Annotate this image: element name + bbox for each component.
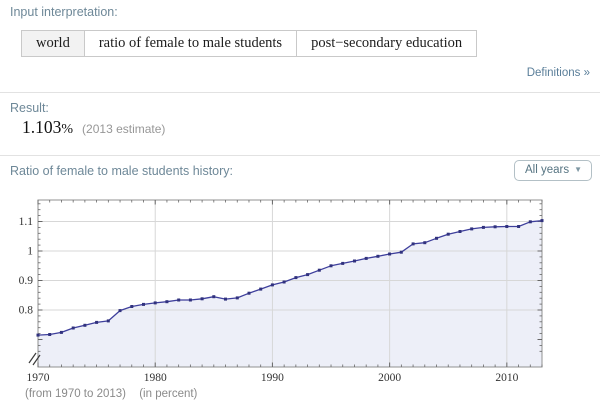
svg-text:1990: 1990 [261, 372, 284, 384]
interp-cell-post-secondary[interactable]: post−secondary education [296, 31, 476, 56]
chart-caption-unit: (in percent) [139, 388, 198, 400]
result-row: 1.103% (2013 estimate) [22, 117, 165, 138]
svg-text:2010: 2010 [495, 372, 518, 384]
all-years-dropdown-label: All years [524, 164, 570, 176]
history-title: Ratio of female to male students history… [10, 164, 234, 178]
interp-cell-world[interactable]: world [22, 31, 84, 56]
svg-text:0.8: 0.8 [19, 305, 34, 317]
chart-caption: (from 1970 to 2013) (in percent) [25, 388, 197, 400]
input-interpretation-box[interactable]: world ratio of female to male students p… [21, 30, 478, 57]
result-note: (2013 estimate) [82, 122, 166, 136]
chevron-down-icon: ▼ [574, 165, 582, 174]
svg-text:1: 1 [27, 246, 33, 258]
input-interpretation-title: Input interpretation: [10, 5, 118, 19]
chart-caption-range: (from 1970 to 2013) [25, 388, 127, 400]
result-value: 1.103 [22, 117, 62, 137]
result-title: Result: [10, 101, 49, 115]
svg-text:2000: 2000 [378, 372, 401, 384]
definitions-link[interactable]: Definitions » [526, 67, 590, 79]
svg-text:1970: 1970 [27, 372, 50, 384]
pod-divider-history [0, 155, 600, 156]
result-percent-sign: % [61, 122, 74, 137]
svg-text:1980: 1980 [144, 372, 167, 384]
svg-text:1.1: 1.1 [19, 216, 34, 228]
pod-divider-top [0, 92, 600, 93]
svg-text:0.9: 0.9 [19, 275, 34, 287]
interp-cell-ratio-female-male[interactable]: ratio of female to male students [83, 31, 296, 56]
all-years-dropdown[interactable]: All years ▼ [513, 160, 592, 181]
history-chart: 1970 1980 1990 2000 2010 0.8 0.9 1 1.1 [19, 199, 544, 384]
